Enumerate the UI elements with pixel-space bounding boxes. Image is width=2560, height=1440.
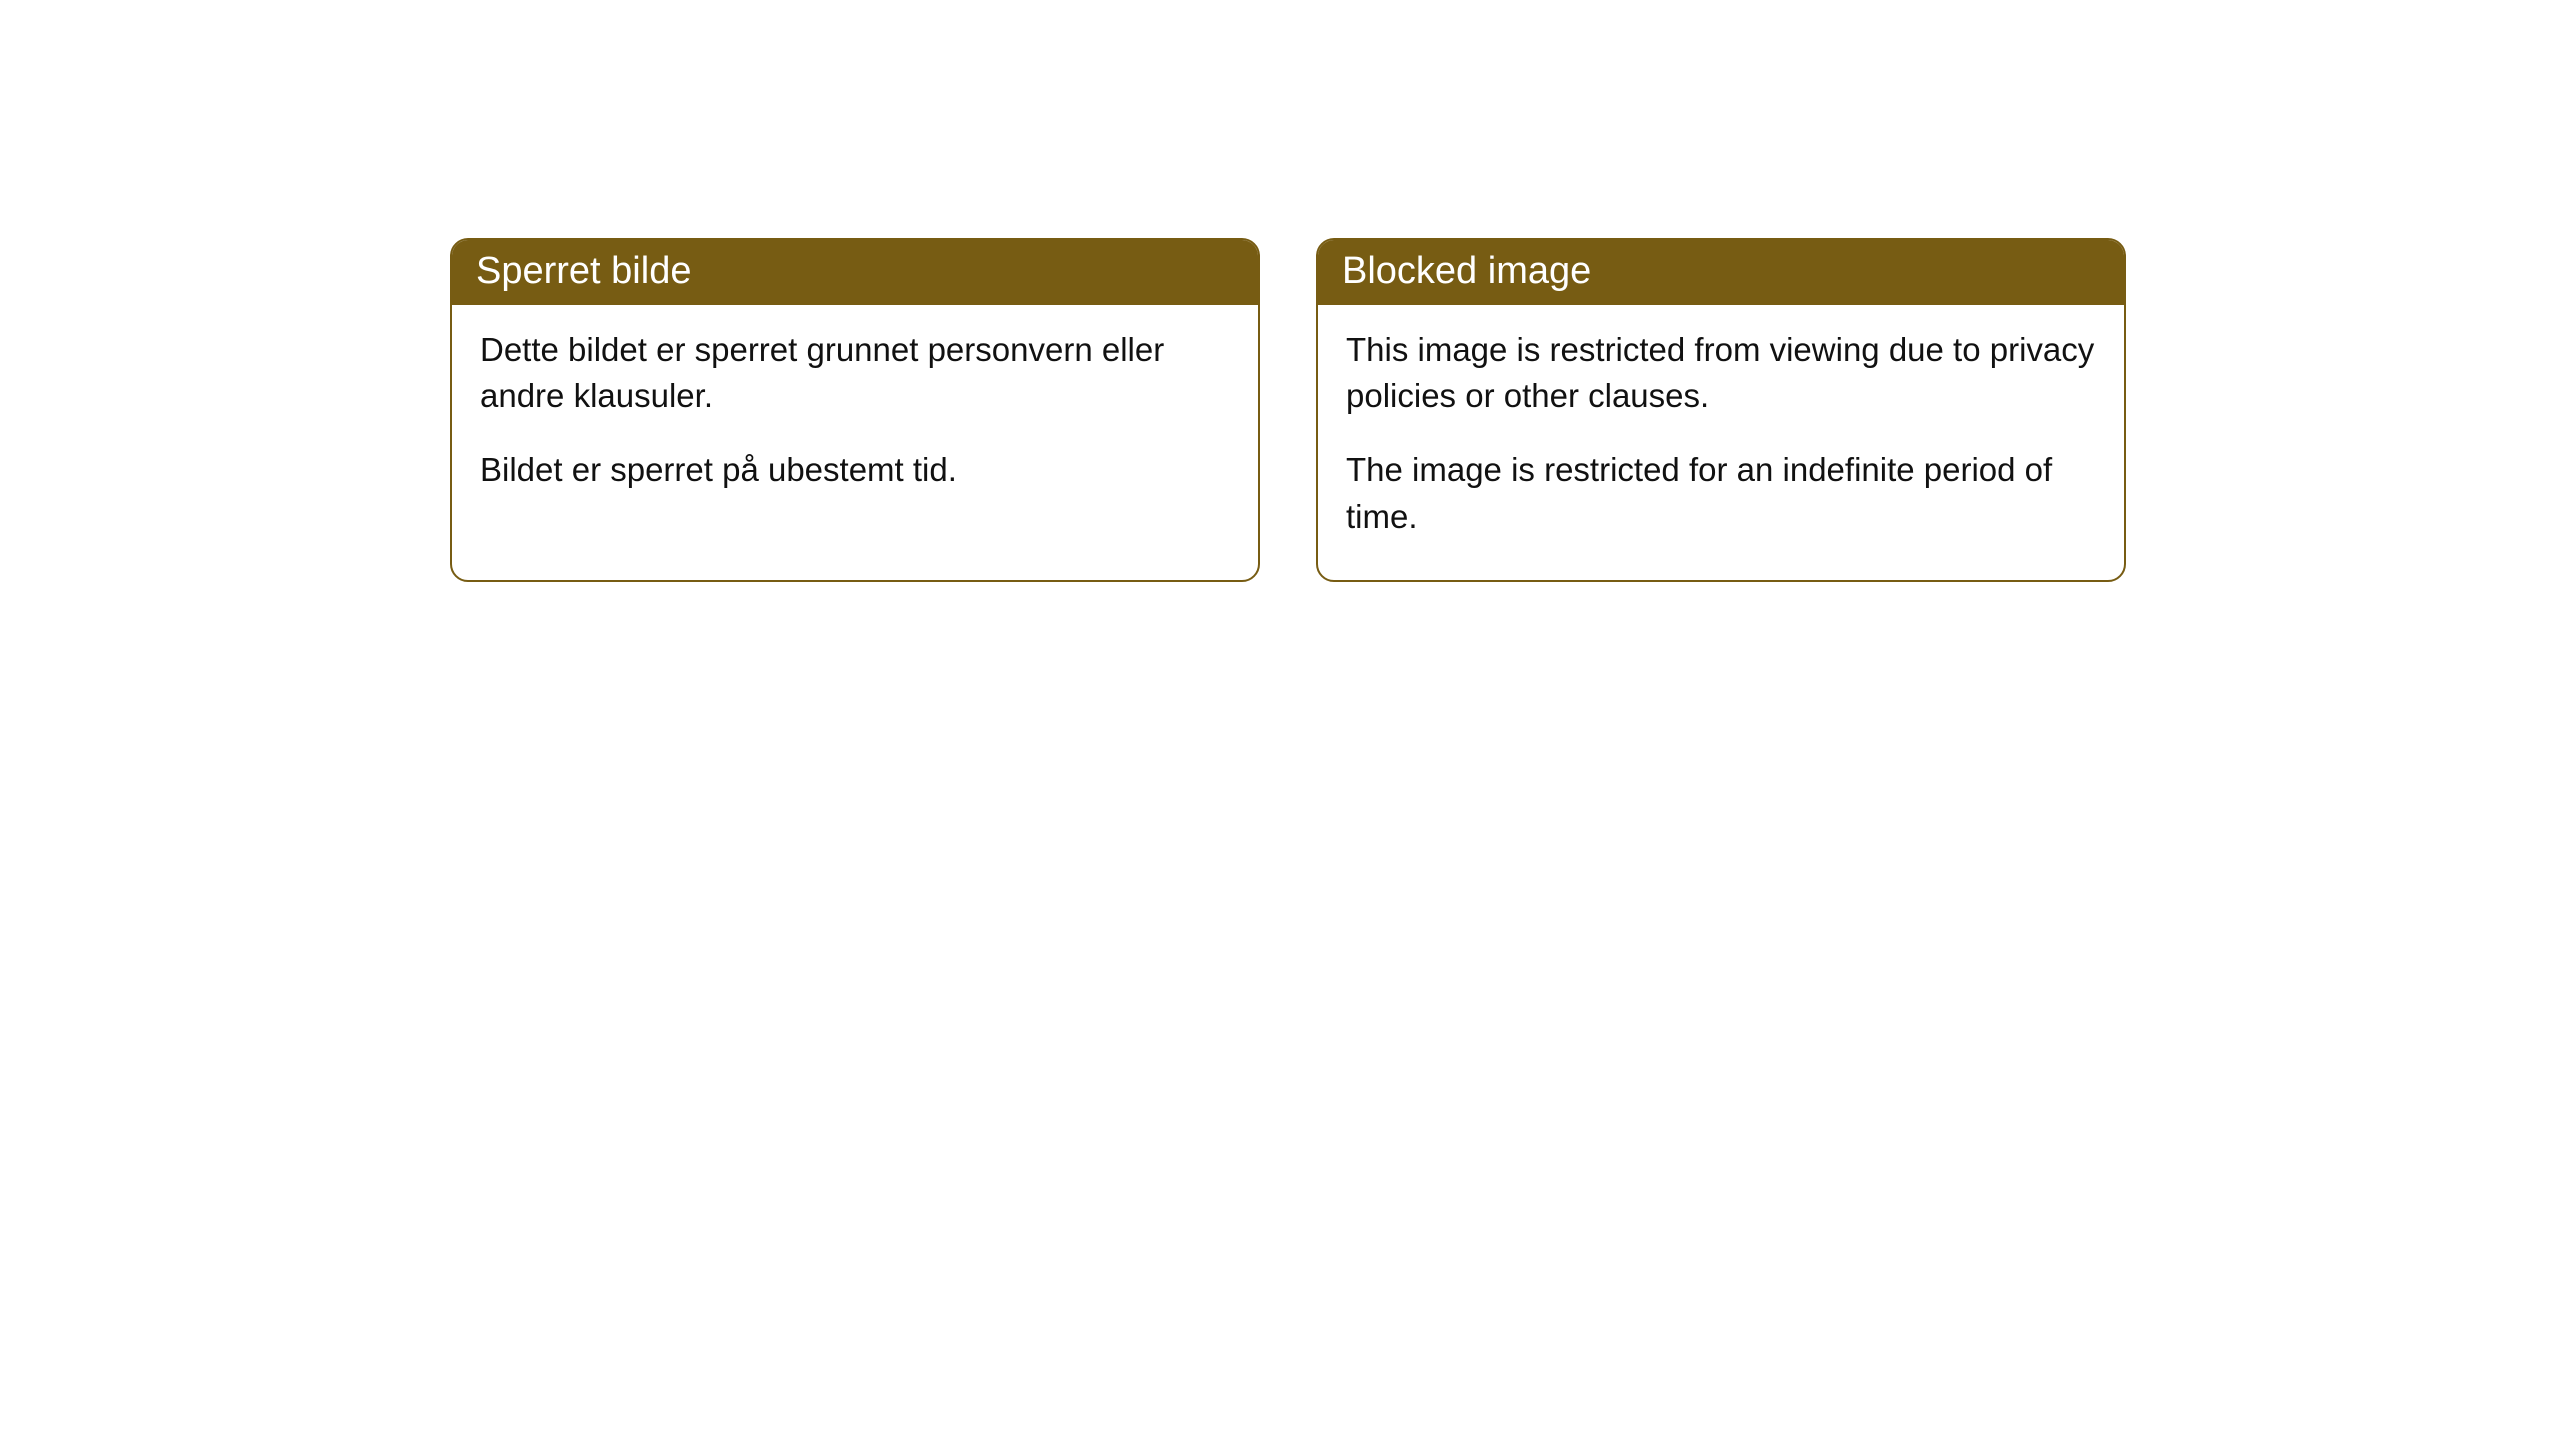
notice-paragraph: This image is restricted from viewing du… — [1346, 327, 2096, 419]
notice-header: Blocked image — [1318, 240, 2124, 305]
notice-body: This image is restricted from viewing du… — [1318, 305, 2124, 580]
notice-title: Blocked image — [1342, 250, 1591, 292]
notice-container: Sperret bilde Dette bildet er sperret gr… — [450, 238, 2126, 582]
notice-title: Sperret bilde — [476, 250, 691, 292]
notice-card-english: Blocked image This image is restricted f… — [1316, 238, 2126, 582]
notice-header: Sperret bilde — [452, 240, 1258, 305]
notice-paragraph: Bildet er sperret på ubestemt tid. — [480, 447, 1230, 493]
notice-paragraph: Dette bildet er sperret grunnet personve… — [480, 327, 1230, 419]
notice-paragraph: The image is restricted for an indefinit… — [1346, 447, 2096, 539]
notice-body: Dette bildet er sperret grunnet personve… — [452, 305, 1258, 534]
notice-card-norwegian: Sperret bilde Dette bildet er sperret gr… — [450, 238, 1260, 582]
